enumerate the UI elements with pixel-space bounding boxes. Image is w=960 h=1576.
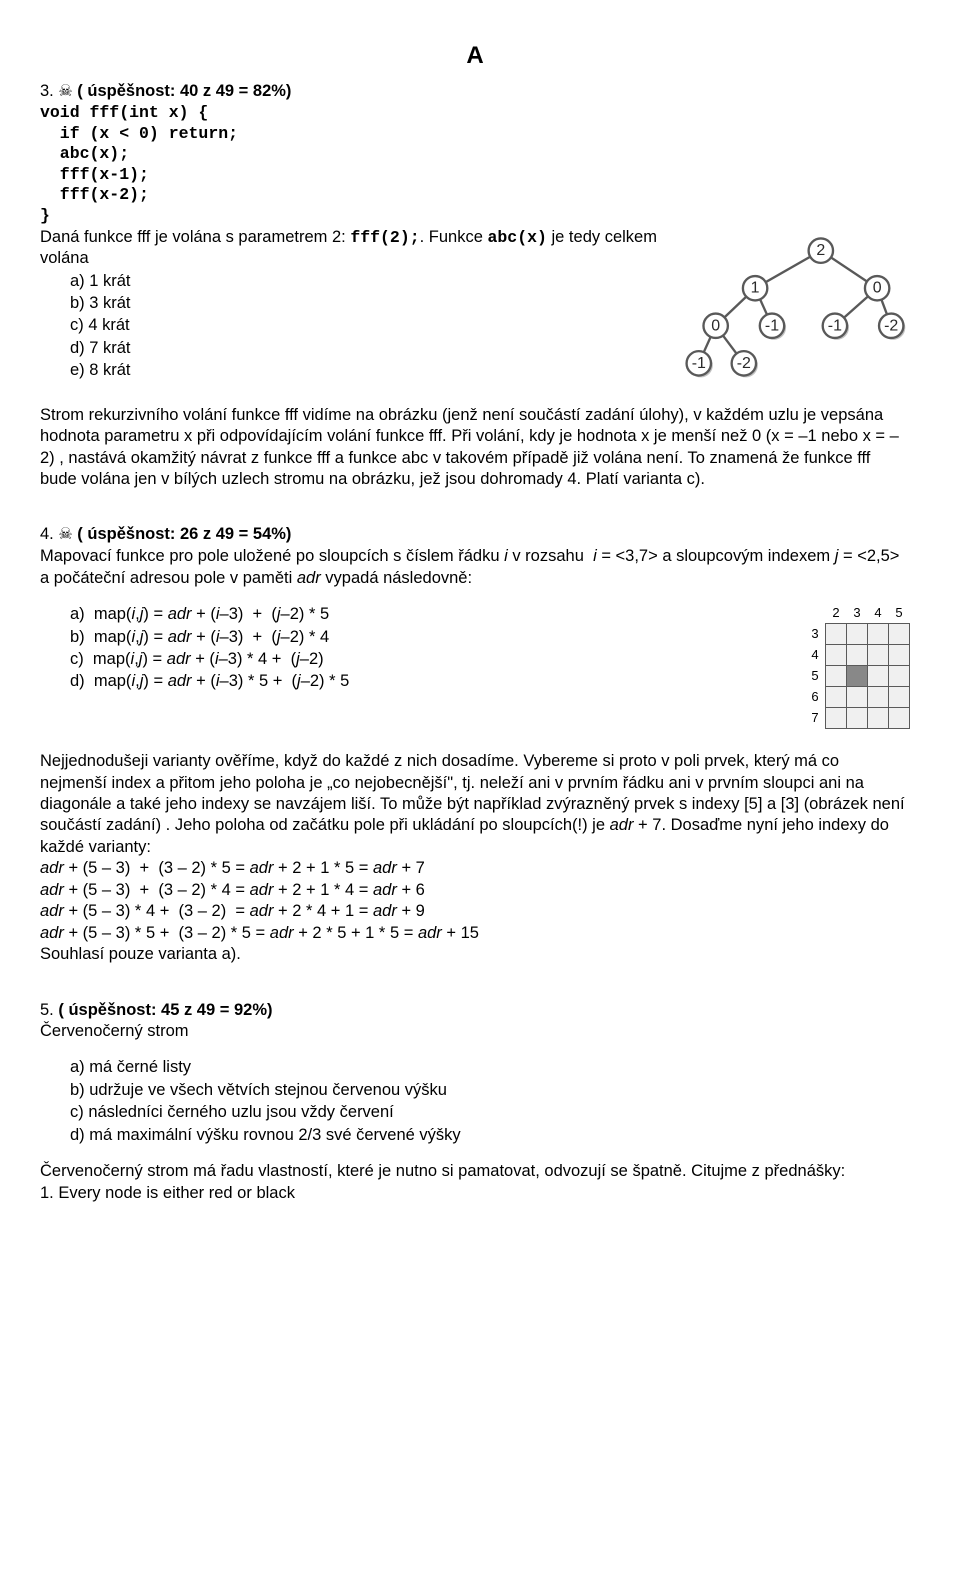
svg-text:1: 1 (751, 279, 760, 296)
q3-head: 3. ☠ ( úspěšnost: 40 z 49 = 82%) (40, 81, 910, 103)
q5-options: a) má černé listy b) udržuje ve všech vě… (40, 1057, 910, 1146)
svg-text:2: 2 (816, 242, 825, 259)
q5-explanation: Červenočerný strom má řadu vlastností, k… (40, 1161, 910, 1182)
svg-text:-1: -1 (828, 317, 842, 334)
q3-stats: ( úspěšnost: 40 z 49 = 82%) (77, 82, 291, 100)
q5-opt-d: d) má maximální výšku rovnou 2/3 své čer… (70, 1125, 910, 1146)
index-grid: 234534567 (805, 603, 910, 729)
q3-opt-b: b) 3 krát (70, 293, 660, 314)
q3-opt-a: a) 1 krát (70, 271, 660, 292)
q5-head: 5. ( úspěšnost: 45 z 49 = 92%) (40, 1000, 910, 1021)
q4-calc-3: adr + (5 – 3) * 4 + (3 – 2) = adr + 2 * … (40, 901, 910, 922)
page-header: A (40, 40, 910, 71)
q3-opt-e: e) 8 krát (70, 360, 660, 381)
q4-opt-a: a) map(i,j) = adr + (i–3) + (j–2) * 5 (70, 604, 785, 625)
question-4: 4. ☠ ( úspěšnost: 26 z 49 = 54%) Mapovac… (40, 524, 910, 965)
q4-calc-4: adr + (5 – 3) * 5 + (3 – 2) * 5 = adr + … (40, 923, 910, 944)
q4-number: 4. (40, 525, 54, 543)
q4-opt-b: b) map(i,j) = adr + (i–3) + (j–2) * 4 (70, 627, 785, 648)
q5-opt-b: b) udržuje ve všech větvích stejnou červ… (70, 1080, 910, 1101)
svg-text:-1: -1 (765, 317, 779, 334)
svg-text:-2: -2 (884, 317, 898, 334)
q3-prompt-pre: Daná funkce fff je volána s parametrem 2… (40, 228, 350, 246)
q3-explanation: Strom rekurzivního volání funkce fff vid… (40, 405, 910, 491)
recursion-tree: 2 1 0 0 -1 -1 -2 -1 -2 (680, 227, 910, 387)
q4-explanation-1: Nejjednodušeji varianty ověříme, když do… (40, 751, 910, 858)
q4-stats: ( úspěšnost: 26 z 49 = 54%) (77, 525, 291, 543)
q4-head: 4. ☠ ( úspěšnost: 26 z 49 = 54%) (40, 524, 910, 546)
svg-text:0: 0 (711, 317, 720, 334)
q3-number: 3. (40, 82, 54, 100)
q5-opt-c: c) následníci černého uzlu jsou vždy čer… (70, 1102, 910, 1123)
q3-call: fff(2); (350, 228, 419, 247)
q5-stats: ( úspěšnost: 45 z 49 = 92%) (58, 1001, 272, 1019)
q5-number: 5. (40, 1001, 54, 1019)
q3-code: void fff(int x) { if (x < 0) return; abc… (40, 103, 910, 227)
question-5: 5. ( úspěšnost: 45 z 49 = 92%) Červenoče… (40, 1000, 910, 1205)
q5-title: Červenočerný strom (40, 1021, 910, 1042)
q4-calc-2: adr + (5 – 3) + (3 – 2) * 4 = adr + 2 + … (40, 880, 910, 901)
q3-options: a) 1 krát b) 3 krát c) 4 krát d) 7 krát … (40, 271, 660, 382)
q4-calc-1: adr + (5 – 3) + (3 – 2) * 5 = adr + 2 + … (40, 858, 910, 879)
svg-text:-1: -1 (692, 355, 706, 372)
skull-icon: ☠ (58, 526, 72, 543)
q3-prompt-mid: . Funkce (420, 228, 488, 246)
q4-prompt: Mapovací funkce pro pole uložené po slou… (40, 546, 910, 589)
svg-text:-2: -2 (737, 355, 751, 372)
q4-conclusion: Souhlasí pouze varianta a). (40, 944, 910, 965)
q3-prompt: Daná funkce fff je volána s parametrem 2… (40, 227, 660, 270)
svg-text:0: 0 (873, 279, 882, 296)
q4-opt-c: c) map(i,j) = adr + (i–3) * 4 + (j–2) (70, 649, 785, 670)
q5-rule-1: 1. Every node is either red or black (40, 1183, 910, 1204)
skull-icon: ☠ (58, 83, 72, 100)
q5-opt-a: a) má černé listy (70, 1057, 910, 1078)
q3-opt-c: c) 4 krát (70, 315, 660, 336)
q3-opt-d: d) 7 krát (70, 338, 660, 359)
q4-opt-d: d) map(i,j) = adr + (i–3) * 5 + (j–2) * … (70, 671, 785, 692)
question-3: 3. ☠ ( úspěšnost: 40 z 49 = 82%) void ff… (40, 81, 910, 490)
q3-abc: abc(x) (488, 228, 547, 247)
q4-options: a) map(i,j) = adr + (i–3) + (j–2) * 5 b)… (40, 604, 785, 693)
